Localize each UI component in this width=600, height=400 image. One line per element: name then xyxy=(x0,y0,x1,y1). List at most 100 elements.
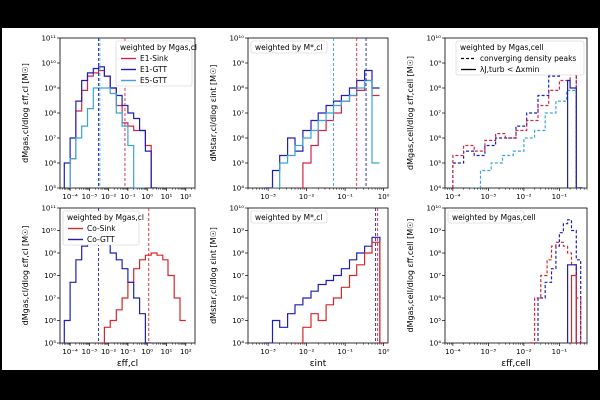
series-line-3 xyxy=(567,264,582,343)
legend-title: weighted by Mgas,cell xyxy=(460,43,544,52)
axes-frame xyxy=(444,207,588,344)
series-line-1 xyxy=(264,236,388,343)
x-tick-label: 10⁻³ xyxy=(260,348,276,356)
series-line-1 xyxy=(98,252,186,343)
y-tick-label: 10¹¹ xyxy=(41,35,56,43)
y-tick-label: 10⁸ xyxy=(232,85,244,93)
plot-area xyxy=(264,208,388,343)
x-tick-label: 10⁻⁴ xyxy=(62,193,78,201)
x-tick-label: 10⁻³ xyxy=(82,193,98,201)
y-tick-label: 10⁵ xyxy=(429,317,441,325)
y-tick-label: 10⁶ xyxy=(232,135,244,143)
chart-5: 10⁻³ 10⁻² 10⁻¹ 10⁰ 10⁴ 10⁵ 10⁶ 10⁷ 10⁸ 10⁹ 10¹⁰ dMs… xyxy=(209,205,390,370)
y-tick-label: 10⁴ xyxy=(429,340,441,348)
legend-box xyxy=(250,210,328,224)
y-tick-label: 10⁴ xyxy=(232,340,244,348)
axes-frame xyxy=(247,207,389,344)
x-tick-label: 10⁻⁴ xyxy=(445,348,461,356)
series-line-4 xyxy=(570,274,582,343)
y-tick-label: 10⁹ xyxy=(44,250,56,258)
legend-entry: λJ,turb < Δxmin xyxy=(480,65,540,74)
legend: weighted by M*,cl xyxy=(250,210,328,224)
y-tick-label: 10⁷ xyxy=(44,135,56,143)
legend: weighted by Mgas,cl Co-Sink Co-GTT xyxy=(62,210,144,246)
y-axis-label: dMstar,cl/dlog εint [M☉] xyxy=(209,227,218,324)
y-tick-label: 10⁵ xyxy=(232,317,244,325)
legend: weighted by Mgas,cl E1-Sink E1-GTT E5-GTT xyxy=(115,40,197,87)
x-tick-label: 10² xyxy=(180,348,192,356)
y-tick-label: 10⁷ xyxy=(44,295,56,303)
x-tick-label: 10⁻² xyxy=(101,193,117,201)
x-tick-label: 10⁰ xyxy=(141,348,153,356)
plot-area xyxy=(264,38,380,188)
legend-box xyxy=(62,210,140,246)
y-tick-label: 10⁵ xyxy=(44,340,56,348)
y-tick-label: 10⁹ xyxy=(232,60,244,68)
y-tick-label: 10⁸ xyxy=(232,250,244,258)
x-tick-label: 10¹ xyxy=(161,193,173,201)
chart-1: 10⁻⁴ 10⁻³ 10⁻² 10⁻¹ 10⁰ 10¹ 10² 10⁵ 10⁶ 10⁷ 10⁸ 10⁹… xyxy=(21,35,197,202)
x-tick-label: 10⁰ xyxy=(378,348,390,356)
y-tick-label: 10⁸ xyxy=(44,110,56,118)
series-line-2 xyxy=(63,66,157,188)
series-line-1 xyxy=(530,219,586,343)
plot-area xyxy=(63,38,157,188)
y-tick-label: 10⁴ xyxy=(429,185,441,193)
y-axis-label: dMgas,cl/dlog εff,cl [M☉] xyxy=(21,63,30,163)
series-line-3 xyxy=(272,79,380,188)
y-axis-label: dMgas,cell/dlog εff,cell [M☉] xyxy=(406,56,415,170)
x-axis-label: εff,cell xyxy=(501,359,530,369)
x-tick-label: 10⁻¹ xyxy=(120,193,136,201)
y-tick-label: 10⁹ xyxy=(429,227,441,235)
series-line-3 xyxy=(69,87,146,188)
plot-area xyxy=(526,219,586,343)
y-tick-label: 10⁷ xyxy=(429,272,441,280)
legend-title: weighted by Mgas,cell xyxy=(452,213,536,222)
legend-title: weighted by Mgas,cl xyxy=(67,213,144,222)
y-axis-label: dMgas,cell/dlog εff,cell [M☉] xyxy=(406,219,415,333)
y-tick-label: 10⁶ xyxy=(44,317,56,325)
series-line-4 xyxy=(567,79,583,188)
legend-entry: E1-GTT xyxy=(140,65,167,74)
y-tick-label: 10¹¹ xyxy=(41,205,56,213)
x-tick-label: 10¹ xyxy=(161,348,173,356)
x-tick-label: 10⁻² xyxy=(299,348,315,356)
x-tick-label: 10⁻² xyxy=(516,193,532,201)
x-axis-label: εff,cl xyxy=(117,359,138,369)
x-tick-label: 10⁰ xyxy=(378,193,390,201)
y-tick-label: 10¹⁰ xyxy=(426,205,441,213)
x-tick-label: 10⁻³ xyxy=(481,193,497,201)
y-tick-label: 10⁵ xyxy=(232,160,244,168)
y-tick-label: 10⁷ xyxy=(232,110,244,118)
y-tick-label: 10⁷ xyxy=(232,272,244,280)
x-tick-label: 10⁻³ xyxy=(82,348,98,356)
legend-title: weighted by Mgas,cl xyxy=(120,43,197,52)
x-tick-label: 10⁻³ xyxy=(260,193,276,201)
y-tick-label: 10⁶ xyxy=(429,135,441,143)
series-line-3 xyxy=(469,89,586,188)
y-tick-label: 10⁸ xyxy=(429,250,441,258)
legend-entry: Co-Sink xyxy=(87,224,116,233)
y-tick-label: 10⁹ xyxy=(232,227,244,235)
y-tick-label: 10¹⁰ xyxy=(41,60,56,68)
x-tick-label: 10⁰ xyxy=(141,193,153,201)
x-tick-label: 10⁻² xyxy=(299,193,315,201)
legend-box xyxy=(115,40,193,87)
x-tick-label: 10⁻¹ xyxy=(337,193,353,201)
legend-entry: Co-GTT xyxy=(87,235,115,244)
x-tick-label: 10⁻¹ xyxy=(552,348,568,356)
x-axis-label: εint xyxy=(310,359,327,369)
x-tick-label: 10⁻³ xyxy=(481,348,497,356)
y-tick-label: 10⁵ xyxy=(44,185,56,193)
legend: weighted by Mgas,cell converging density … xyxy=(455,40,585,76)
y-tick-label: 10¹⁰ xyxy=(41,227,56,235)
x-tick-label: 10⁻² xyxy=(101,348,117,356)
y-tick-label: 10⁶ xyxy=(429,295,441,303)
chart-4: 10⁻⁴ 10⁻³ 10⁻² 10⁻¹ 10⁰ 10¹ 10² 10⁵ 10⁶ 10⁷ 10⁸ 10⁹… xyxy=(21,205,196,369)
y-tick-label: 10⁹ xyxy=(44,85,56,93)
chart-2: 10⁻³ 10⁻² 10⁻¹ 10⁰ 10⁴ 10⁵ 10⁶ 10⁷ 10⁸ 10⁹ 10¹⁰ dMs… xyxy=(209,35,390,202)
plots-layer: 10⁻⁴ 10⁻³ 10⁻² 10⁻¹ 10⁰ 10¹ 10²10⁵10⁶10⁷10⁸10⁹… xyxy=(21,35,588,370)
y-tick-label: 10⁸ xyxy=(44,272,56,280)
legend-box xyxy=(447,210,525,224)
